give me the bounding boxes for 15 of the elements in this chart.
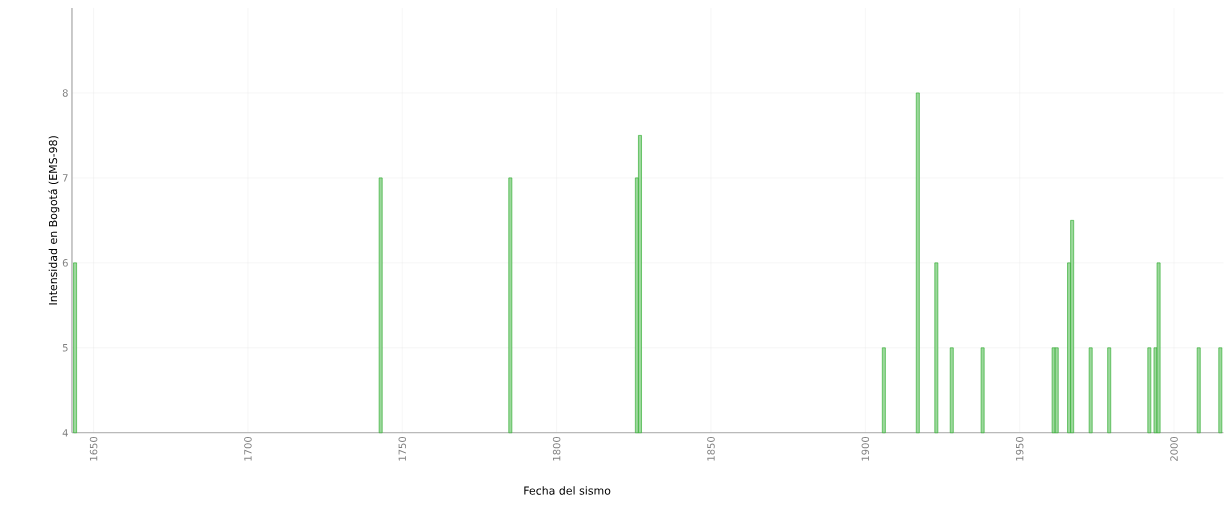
y-tick-label: 5 [62,344,68,352]
y-axis-title: Intensidad en Bogotá (EMS-98) [48,136,60,305]
y-tick-label: 8 [62,89,68,97]
y-tick-label: 4 [62,429,68,437]
x-tick-label: 2000 [1170,437,1178,462]
y-tick-label: 7 [62,174,68,182]
x-tick-label: 1800 [552,437,561,461]
x-axis-title: Fecha del sismo [524,486,611,495]
y-tick-label: 6 [62,259,68,267]
x-tick-label: 1850 [707,437,715,461]
x-tick-label: 1950 [1015,437,1024,461]
x-tick-label: 1700 [244,437,252,461]
x-tick-label: 1650 [89,437,98,461]
x-tick-label: 1750 [398,437,407,461]
x-tick-label: 1900 [861,437,870,461]
